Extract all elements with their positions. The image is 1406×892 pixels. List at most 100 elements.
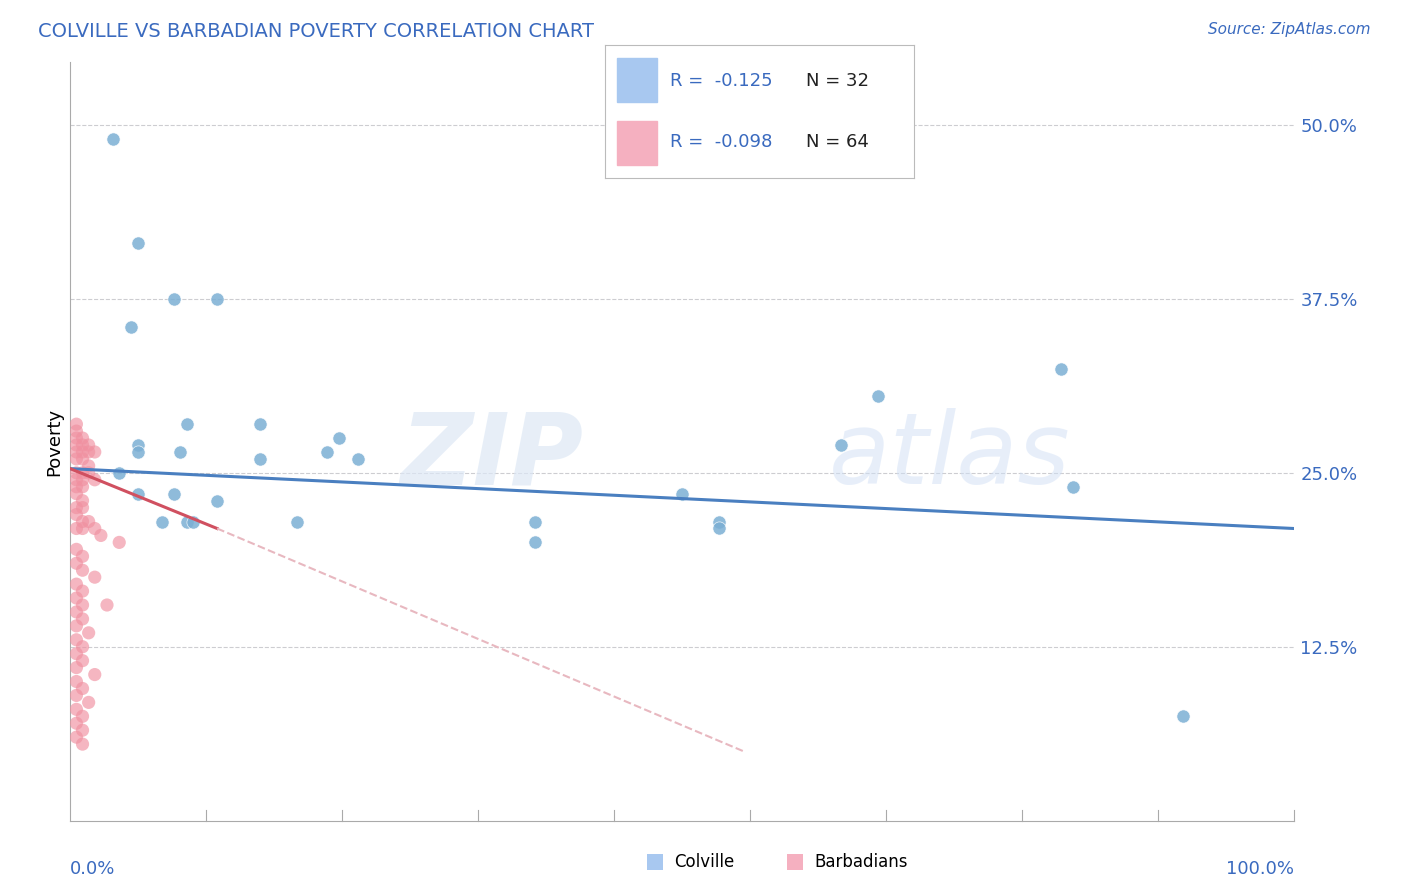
Point bbox=[83, 445, 105, 459]
Point bbox=[77, 466, 100, 480]
Text: N = 32: N = 32 bbox=[806, 71, 869, 90]
Point bbox=[65, 730, 87, 744]
Point bbox=[205, 292, 228, 306]
Point bbox=[77, 695, 100, 709]
Text: COLVILLE VS BARBADIAN POVERTY CORRELATION CHART: COLVILLE VS BARBADIAN POVERTY CORRELATIO… bbox=[38, 22, 593, 41]
Point bbox=[830, 438, 852, 452]
Point bbox=[65, 605, 87, 619]
Point bbox=[1062, 480, 1084, 494]
Point bbox=[96, 598, 118, 612]
Point bbox=[249, 451, 271, 466]
Point bbox=[83, 521, 105, 535]
Text: R =  -0.125: R = -0.125 bbox=[669, 71, 772, 90]
Text: Source: ZipAtlas.com: Source: ZipAtlas.com bbox=[1208, 22, 1371, 37]
Point bbox=[65, 689, 87, 703]
Point bbox=[77, 445, 100, 459]
Point bbox=[77, 515, 100, 529]
Point bbox=[72, 521, 94, 535]
Point bbox=[65, 438, 87, 452]
Point bbox=[65, 521, 87, 535]
Point bbox=[127, 438, 149, 452]
Point bbox=[72, 612, 94, 626]
Point bbox=[176, 417, 198, 432]
Point bbox=[169, 445, 191, 459]
Point bbox=[77, 438, 100, 452]
Point bbox=[83, 473, 105, 487]
Point bbox=[72, 654, 94, 668]
Point bbox=[205, 493, 228, 508]
Point bbox=[163, 486, 186, 500]
Point bbox=[72, 480, 94, 494]
Y-axis label: Poverty: Poverty bbox=[45, 408, 63, 475]
Point bbox=[72, 598, 94, 612]
Point bbox=[72, 584, 94, 599]
Point bbox=[328, 431, 350, 445]
Point bbox=[65, 660, 87, 674]
Point bbox=[707, 515, 730, 529]
Bar bbox=[617, 58, 657, 102]
Point bbox=[72, 640, 94, 654]
Text: 0.0%: 0.0% bbox=[70, 860, 115, 878]
Point bbox=[72, 500, 94, 515]
Point bbox=[65, 500, 87, 515]
Text: N = 64: N = 64 bbox=[806, 133, 869, 152]
Point bbox=[127, 445, 149, 459]
Point bbox=[866, 389, 889, 403]
Point bbox=[316, 445, 339, 459]
Point bbox=[72, 681, 94, 696]
Point bbox=[150, 515, 173, 529]
Point bbox=[72, 723, 94, 738]
Bar bbox=[617, 120, 657, 165]
Point bbox=[181, 515, 204, 529]
Point bbox=[72, 438, 94, 452]
Point bbox=[249, 417, 271, 432]
Point bbox=[72, 473, 94, 487]
Point bbox=[108, 466, 131, 480]
Point bbox=[72, 515, 94, 529]
Text: R =  -0.098: R = -0.098 bbox=[669, 133, 772, 152]
Point bbox=[72, 549, 94, 564]
Point bbox=[65, 577, 87, 591]
Point bbox=[65, 716, 87, 731]
Point bbox=[65, 445, 87, 459]
Point bbox=[65, 542, 87, 557]
Point bbox=[101, 132, 124, 146]
Point bbox=[72, 451, 94, 466]
Point bbox=[163, 292, 186, 306]
Point bbox=[1050, 361, 1073, 376]
Point bbox=[72, 563, 94, 577]
Point bbox=[65, 632, 87, 647]
Point bbox=[83, 667, 105, 681]
Text: 100.0%: 100.0% bbox=[1226, 860, 1294, 878]
Point bbox=[65, 431, 87, 445]
Point bbox=[65, 417, 87, 432]
Point bbox=[72, 737, 94, 751]
Point bbox=[65, 480, 87, 494]
Point bbox=[65, 702, 87, 716]
Point bbox=[72, 466, 94, 480]
Point bbox=[707, 521, 730, 535]
Point bbox=[1173, 709, 1195, 723]
Text: ZIP: ZIP bbox=[401, 409, 583, 505]
Point bbox=[65, 674, 87, 689]
Point bbox=[346, 451, 368, 466]
Point bbox=[524, 515, 547, 529]
Point bbox=[176, 515, 198, 529]
Point bbox=[285, 515, 308, 529]
Point bbox=[90, 528, 112, 542]
Point bbox=[72, 445, 94, 459]
Point bbox=[127, 236, 149, 251]
Point bbox=[65, 486, 87, 500]
Point bbox=[77, 458, 100, 473]
Text: Colville: Colville bbox=[673, 853, 734, 871]
Point bbox=[72, 493, 94, 508]
Point bbox=[127, 486, 149, 500]
Point bbox=[65, 647, 87, 661]
Point bbox=[65, 619, 87, 633]
Point bbox=[121, 319, 143, 334]
Point bbox=[108, 535, 131, 549]
Point bbox=[65, 473, 87, 487]
Point bbox=[65, 591, 87, 605]
Point bbox=[524, 535, 547, 549]
Text: atlas: atlas bbox=[828, 409, 1070, 505]
